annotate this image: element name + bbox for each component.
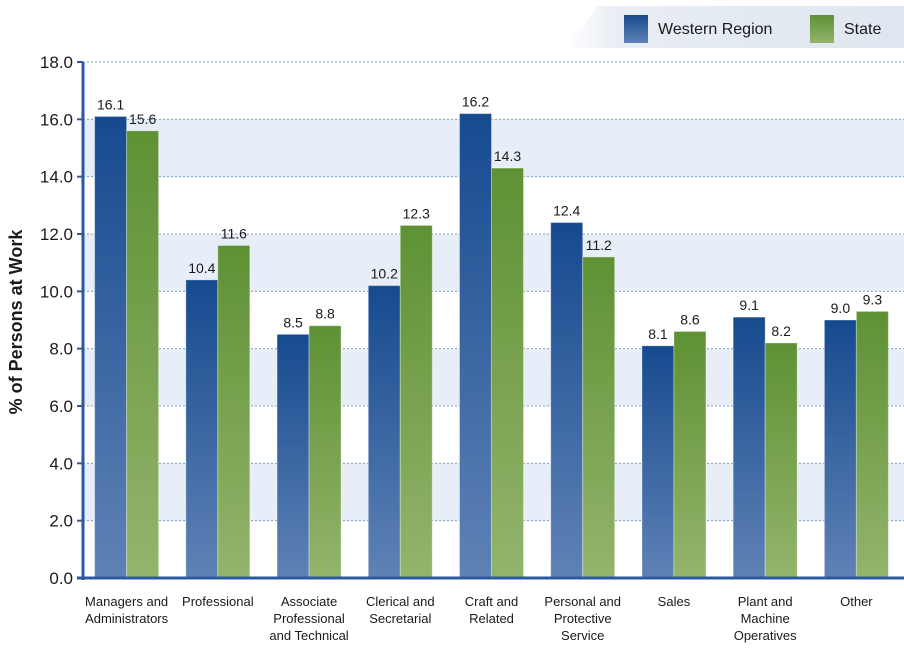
data-label-state: 8.8 [315,306,335,322]
data-label-state: 11.6 [221,225,247,241]
bar-western-region [185,279,219,579]
category-label-line: Service [561,628,604,643]
category-label: Managers and Administrators [85,594,169,626]
data-label-western-region: 9.0 [831,300,851,316]
y-tick-label: 6.0 [49,397,73,416]
data-label-western-region: 12.4 [553,203,580,219]
legend-swatch-western-region [624,15,648,43]
category-label: Plant and Machine Operatives [734,594,797,643]
data-label-state: 9.3 [863,291,883,307]
data-label-western-region: 8.1 [648,326,668,342]
y-tick-label: 14.0 [40,168,73,187]
data-labels: 16.1 15.6 10.4 11.6 8.5 8.8 10.2 12.3 16.2 14.3 12… [97,94,882,342]
category-label-line: Managers and [85,594,168,609]
category-label-line: Personal and [544,594,621,609]
y-tick-label: 2.0 [49,512,73,531]
category-label-line: Craft and [465,594,518,609]
data-label-state: 15.6 [129,111,156,127]
bar-western-region [823,319,857,579]
data-label-state: 14.3 [494,148,521,164]
category-label-line: Operatives [734,628,797,643]
bar-state [491,167,524,579]
y-tick-label: 12.0 [40,225,73,244]
data-label-state: 11.2 [586,237,612,253]
bars [94,113,889,579]
category-label: Sales [658,594,691,609]
y-tick-label: 0.0 [49,569,73,588]
category-label-line: Other [840,594,873,609]
bar-western-region [367,285,401,579]
y-tick-label: 16.0 [40,110,73,129]
category-label-line: Administrators [85,611,169,626]
category-label-line: Secretarial [369,611,431,626]
bar-western-region [276,333,310,579]
y-tick-label: 18.0 [40,53,73,72]
category-label-line: Related [469,611,514,626]
category-label-line: Associate [281,594,337,609]
y-axis-ticks: 0.0 2.0 4.0 6.0 8.0 10.0 12.0 14.0 16.0 18.0 [40,53,83,588]
category-label-line: Protective [554,611,612,626]
category-label-line: and Technical [269,628,348,643]
axes [77,62,904,580]
data-label-western-region: 8.5 [283,314,303,330]
bar-state [582,256,616,579]
category-label-line: Professional [273,611,345,626]
y-tick-label: 8.0 [49,340,73,359]
category-label-line: Sales [658,594,691,609]
y-tick-label: 10.0 [40,282,73,301]
data-label-western-region: 9.1 [739,297,759,313]
bar-western-region [641,345,675,579]
bar-state [217,244,251,579]
data-label-state: 8.2 [771,323,791,339]
y-tick-label: 4.0 [49,454,73,473]
category-label: Craft and Related [465,594,518,626]
category-label: Clerical and Secretarial [366,594,435,626]
bar-state [308,325,342,579]
bar-western-region [732,316,766,579]
bar-western-region [550,222,584,579]
legend-label-state: State [844,21,881,38]
category-label-line: Plant and [738,594,793,609]
legend: Western Region State [624,15,881,43]
bar-western-region [459,113,492,579]
category-label: Associate Professional and Technical [269,594,348,643]
bar-state [126,130,160,579]
legend-swatch-state [810,15,834,43]
category-label: Professional [182,594,254,609]
category-label-line: Professional [182,594,254,609]
bar-state [764,342,798,579]
plot-band [83,119,904,177]
data-label-western-region: 10.2 [371,266,398,282]
data-label-western-region: 10.4 [188,260,215,276]
category-label: Personal and Protective Service [544,594,621,643]
category-label-line: Clerical and [366,594,435,609]
bar-state [855,310,889,579]
bar-state [673,330,707,579]
bar-state [399,224,433,579]
category-label: Other [840,594,873,609]
data-label-state: 12.3 [403,205,430,221]
data-label-western-region: 16.2 [462,94,489,110]
y-axis-title: % of Persons at Work [6,229,26,415]
bar-western-region [94,115,128,579]
category-label-line: Machine [741,611,790,626]
plot-band [83,62,904,120]
legend-label-western-region: Western Region [658,21,772,38]
data-label-western-region: 16.1 [97,96,124,112]
data-label-state: 8.6 [680,311,700,327]
